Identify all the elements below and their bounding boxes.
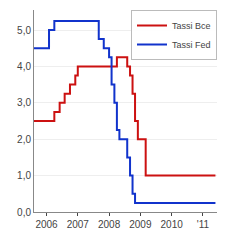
- svg-text:1,0: 1,0: [17, 170, 31, 181]
- svg-text:3,0: 3,0: [17, 97, 31, 108]
- svg-text:2009: 2009: [129, 219, 152, 230]
- svg-text:2007: 2007: [67, 219, 90, 230]
- svg-text:2010: 2010: [161, 219, 184, 230]
- svg-text:2008: 2008: [98, 219, 121, 230]
- svg-text:'11: '11: [197, 219, 210, 230]
- svg-text:5,0: 5,0: [17, 25, 31, 36]
- svg-text:Tassi Fed: Tassi Fed: [172, 40, 211, 50]
- svg-text:2006: 2006: [35, 219, 58, 230]
- svg-text:0,0: 0,0: [17, 207, 31, 218]
- svg-text:Tassi Bce: Tassi Bce: [172, 21, 211, 31]
- svg-text:2,0: 2,0: [17, 134, 31, 145]
- svg-text:4,0: 4,0: [17, 61, 31, 72]
